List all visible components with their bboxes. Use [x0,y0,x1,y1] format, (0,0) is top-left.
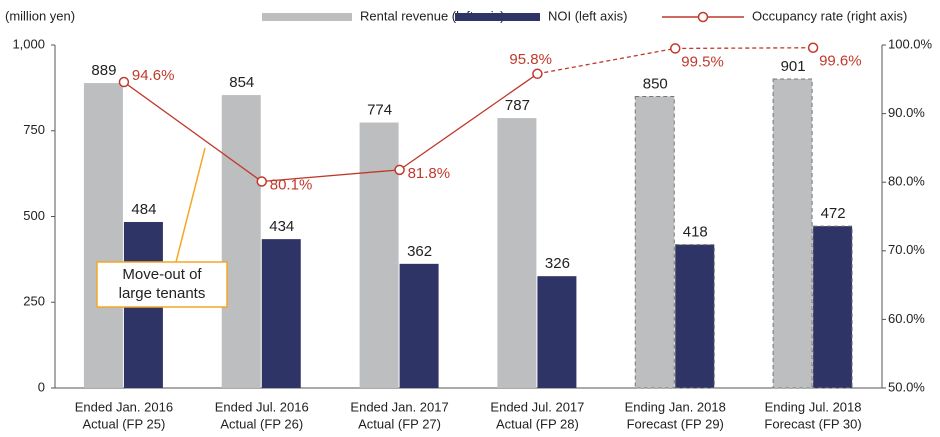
annotation-text: large tenants [119,285,206,302]
x-tick-label: Ended Jul. 2017 [490,399,584,414]
bar [83,83,123,388]
legend-label: NOI (left axis) [548,8,627,23]
annotation-text: Move-out of [122,266,202,283]
line-value-label: 99.6% [819,53,862,70]
legend-swatch [262,13,352,21]
line-segment [675,47,814,50]
x-tick-label: Ending Jul. 2018 [765,399,862,414]
y-axis-label: (million yen) [5,8,75,23]
bar-value-label: 901 [781,58,806,75]
legend-swatch [697,11,709,23]
y-tick-label: 0 [38,379,45,394]
x-tick-label: Forecast (FP 29) [627,416,724,431]
bar [261,239,301,388]
bar [674,244,715,389]
annotation-line [175,147,206,263]
line-value-label: 81.8% [408,165,451,182]
x-tick-label: Actual (FP 28) [496,416,579,431]
y2-tick-label: 80.0% [888,174,925,189]
line-value-label: 99.5% [681,53,724,70]
legend-label: Occupancy rate (right axis) [752,8,907,23]
line-segment [537,47,676,75]
bar [221,95,261,388]
bar [772,78,813,389]
bar [359,122,399,388]
x-tick-label: Forecast (FP 30) [764,416,861,431]
bar-value-label: 484 [131,201,156,218]
line-point [532,68,543,80]
x-tick-label: Actual (FP 25) [82,416,165,431]
bar-value-label: 850 [643,75,668,92]
line-segment [261,169,400,183]
y2-tick-label: 60.0% [888,311,925,326]
bar-value-label: 418 [683,224,708,241]
legend-swatch [455,13,540,21]
line-point [807,42,819,53]
x-tick-label: Ended Jan. 2016 [75,399,173,414]
x-tick-label: Actual (FP 27) [358,416,441,431]
y-tick-label: 250 [23,294,45,309]
line-value-label: 95.8% [509,51,552,68]
line-segment [399,73,538,171]
x-tick-label: Actual (FP 26) [220,416,303,431]
line-point [394,164,405,176]
y2-tick-label: 100.0% [888,36,933,51]
x-tick-label: Ending Jan. 2018 [625,399,726,414]
line-point [118,76,130,88]
bar-value-label: 472 [821,205,846,222]
y2-tick-label: 50.0% [888,379,925,394]
bar [497,118,537,389]
bar-value-label: 774 [367,101,392,118]
line-value-label: 94.6% [132,67,175,84]
line-point [670,43,681,54]
bar [812,225,853,389]
bar [634,95,675,389]
y2-tick-label: 70.0% [888,242,925,257]
bar-value-label: 434 [269,218,294,235]
bar-value-label: 854 [229,74,254,91]
y-tick-label: 500 [23,208,45,223]
y2-tick-label: 90.0% [888,105,925,120]
line-value-label: 80.1% [270,176,313,193]
line-segment [123,81,263,183]
line-point [256,176,267,187]
x-tick-label: Ended Jan. 2017 [350,399,448,414]
bar-value-label: 326 [545,255,570,272]
y-tick-label: 750 [23,122,45,137]
bar [537,276,577,388]
annotation-box [96,261,228,308]
bar-value-label: 787 [505,97,530,114]
bar-value-label: 889 [91,62,116,79]
y-tick-label: 1,000 [12,36,45,51]
bar-value-label: 362 [407,243,432,260]
bar [399,263,439,388]
x-tick-label: Ended Jul. 2016 [215,399,309,414]
